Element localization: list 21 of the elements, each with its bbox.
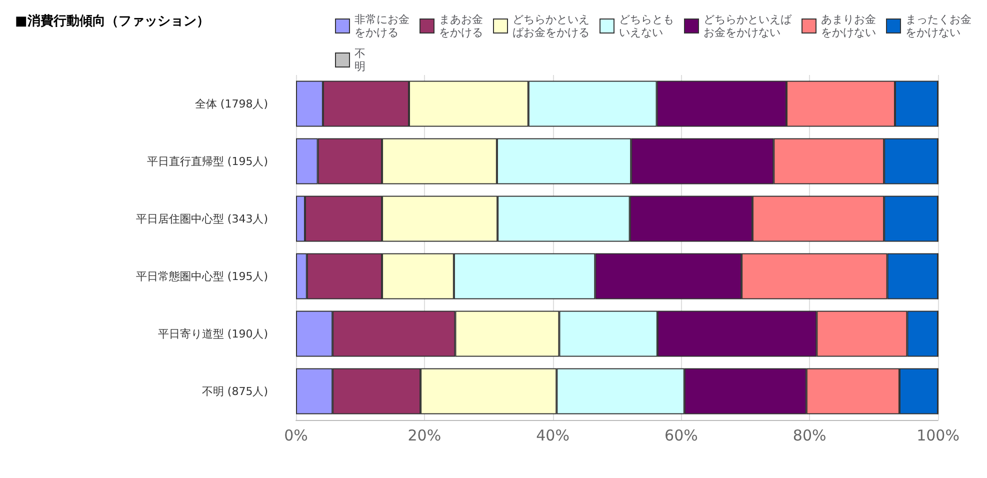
- x-tick-label: 40%: [536, 426, 570, 444]
- legend-label: まったくお金をかけない: [906, 13, 972, 39]
- y-tick-label: 平日寄り道型 (190人): [158, 327, 268, 340]
- y-tick-label: 平日直行直帰型 (195人): [146, 154, 268, 168]
- text: ■消費行動傾向（ファッション）: [15, 14, 210, 29]
- x-tick-label: 60%: [664, 426, 698, 444]
- legend-label: 非常にお金をかける: [354, 13, 410, 39]
- legend-label: どちらかといえばお金をかける: [512, 13, 590, 39]
- y-tick-label: 平日常態圏中心型 (195人): [136, 270, 268, 283]
- x-tick-label: 80%: [792, 426, 826, 444]
- legend-label: まあお金をかける: [439, 13, 483, 39]
- legend-label: どちらともいえない: [619, 13, 674, 39]
- legend-label: 不明: [354, 47, 366, 73]
- legend-label: あまりお金をかけない: [821, 13, 876, 39]
- y-tick-label: 不明 (875人): [202, 384, 268, 398]
- x-tick-label: 0%: [284, 426, 308, 444]
- y-tick-label: 平日居住圏中心型 (343人): [136, 212, 268, 226]
- y-tick-label: 全体 (1798人): [194, 97, 268, 110]
- legend-label: どちらかといえばお金をかけない: [704, 13, 792, 39]
- x-tick-label: 100%: [916, 426, 960, 444]
- x-tick-label: 20%: [408, 426, 442, 444]
